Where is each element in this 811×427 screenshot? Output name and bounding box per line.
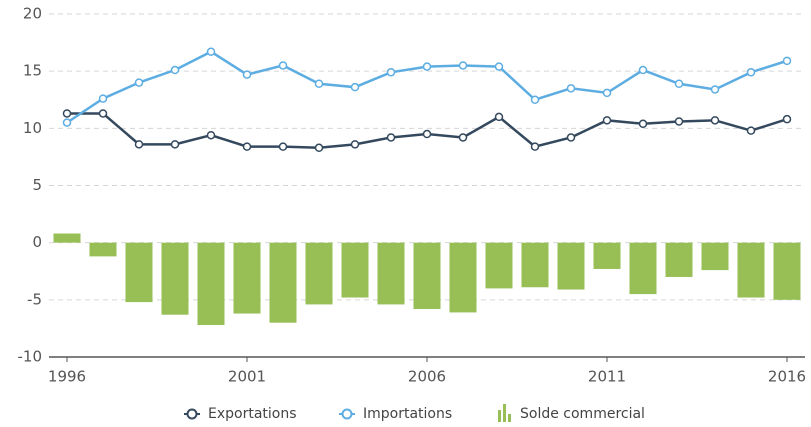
marker [674,79,684,88]
bar [233,242,261,314]
bar [557,242,585,290]
marker [134,140,144,149]
legend: Exportations Importations Solde commerci… [184,404,645,422]
marker [278,142,288,151]
bar [449,242,477,313]
bar [197,242,225,325]
marker [746,68,756,77]
bar [53,233,81,243]
marker [206,47,216,56]
y-tick-label: 20 [23,5,42,23]
bar [629,242,657,295]
bar [161,242,189,315]
marker [422,129,432,139]
bar [521,242,549,288]
marker [494,62,504,71]
legend-icon [341,408,353,420]
legend-icon [498,410,501,422]
marker [458,61,468,70]
legend-icon [508,414,511,422]
marker [134,78,144,87]
bar [377,242,405,305]
bar [737,242,765,298]
legend-label: Importations [363,406,452,422]
marker [638,119,648,129]
marker [386,133,396,142]
marker [710,116,720,125]
bar [485,242,513,289]
marker [530,95,540,104]
legend-label: Exportations [208,406,297,422]
marker [62,109,72,118]
marker [98,109,108,118]
marker [98,94,108,103]
x-tick-label: 2016 [768,368,806,386]
bar [413,242,441,309]
y-tick-label: 0 [32,233,42,251]
marker [170,140,180,149]
marker [422,62,432,71]
legend-label: Solde commercial [520,406,645,422]
x-tick-label: 2001 [228,368,266,386]
y-tick-label: -5 [27,290,42,308]
y-tick-label: -10 [18,348,43,366]
legend-icon [186,408,198,420]
marker [602,88,612,98]
marker [278,61,288,70]
x-tick-label: 2006 [408,368,446,386]
marker [530,142,540,151]
marker [242,142,252,151]
marker [458,133,468,142]
marker [566,133,576,142]
marker [350,140,360,149]
marker [206,130,216,140]
legend-icon [503,404,506,422]
bar [665,242,693,277]
bar [125,242,153,303]
y-tick-label: 10 [23,119,42,137]
x-tick-label: 1996 [48,368,86,386]
marker [494,112,504,122]
marker [350,82,360,92]
marker [170,65,180,75]
marker [566,84,576,93]
marker [62,118,72,127]
y-tick-label: 5 [32,176,42,194]
bar [305,242,333,305]
marker [746,126,756,135]
marker [314,79,324,88]
marker [602,116,612,125]
marker [674,117,684,126]
x-tick-label: 2011 [588,368,626,386]
bar [269,242,297,323]
marker [386,68,396,77]
y-tick-label: 15 [23,62,42,80]
marker [782,114,792,124]
marker [638,65,648,75]
marker [782,56,792,66]
bar [593,242,621,269]
marker [242,70,252,79]
marker [314,143,324,153]
bar [341,242,369,298]
bar [701,242,729,271]
bar [773,242,801,300]
bar [89,242,117,257]
marker [710,85,720,94]
